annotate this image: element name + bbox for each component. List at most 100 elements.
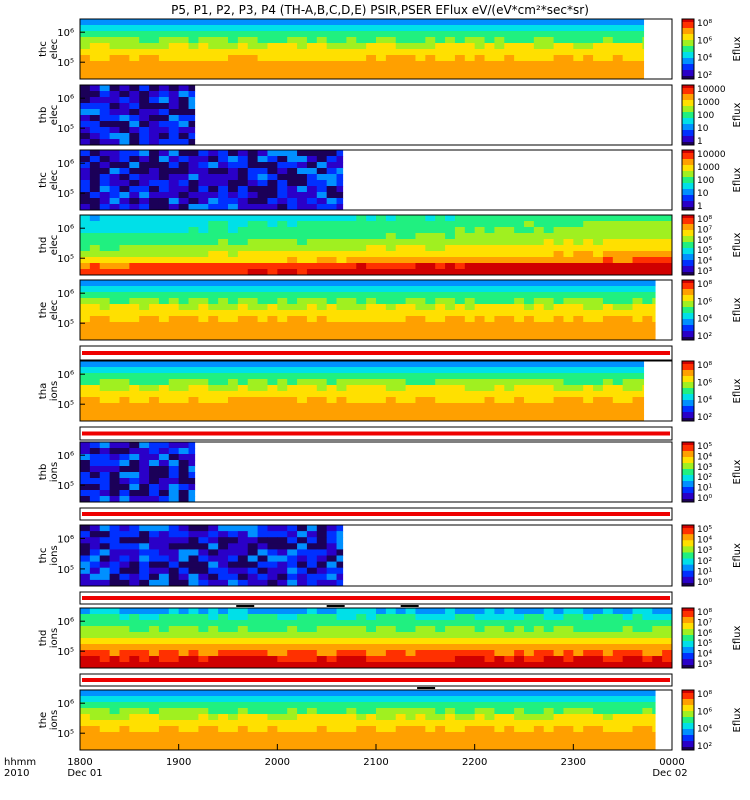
panel-ylabel: thdions [38, 628, 60, 648]
colorbar-cell [682, 127, 694, 131]
spectrogram-cell [326, 310, 338, 317]
spectrogram-cell [119, 109, 130, 116]
spectrogram-cell [158, 328, 170, 335]
spectrogram-cell [119, 186, 130, 193]
spectrogram-cell [612, 644, 624, 651]
spectrogram-cell [99, 367, 111, 374]
spectrogram-cell [316, 650, 328, 657]
colorbar-cell [682, 251, 694, 255]
spectrogram-cell [642, 251, 653, 258]
colorbar-cell [682, 283, 694, 287]
spectrogram-cell [612, 620, 624, 627]
spectrogram-cell [504, 367, 515, 374]
spectrogram-cell [376, 397, 387, 404]
spectrogram-cell [158, 67, 170, 74]
spectrogram-cell [168, 43, 180, 50]
spectrogram-cell [208, 608, 219, 615]
spectrogram-cell [376, 280, 387, 287]
spectrogram-cell [109, 97, 120, 104]
probe-name: thd [38, 630, 49, 647]
spectrogram-cell [228, 397, 239, 404]
spectrogram-cell [208, 732, 219, 739]
spectrogram-cell [277, 61, 288, 68]
xtick-label: 2000 [265, 757, 290, 768]
spectrogram-cell [474, 221, 486, 228]
spectrogram-cell [80, 650, 91, 657]
spectrogram-cell [99, 644, 111, 651]
spectrogram-cell [198, 409, 209, 416]
spectrogram-cell [376, 31, 387, 38]
spectrogram-cell [316, 204, 328, 211]
spectrogram-cell [158, 525, 170, 532]
spectrogram-cell [346, 644, 357, 651]
spectrogram-cell [435, 626, 446, 633]
spectrogram-cell [524, 714, 535, 721]
spectrogram-cell [228, 614, 239, 621]
spectrogram-cell [277, 298, 288, 305]
spectrogram-cell [297, 251, 308, 258]
spectrogram-cell [89, 696, 101, 703]
spectrogram-cell [99, 174, 111, 181]
spectrogram-cell [593, 614, 604, 621]
spectrogram-cell [198, 614, 209, 621]
spectrogram-cell [149, 162, 160, 169]
spectrogram-cell [267, 531, 278, 538]
spectrogram-cell [425, 316, 436, 323]
colorbar-cell [682, 549, 694, 553]
spectrogram-cell [543, 61, 555, 68]
spectrogram-cell [573, 409, 584, 416]
spectrogram-cell [257, 662, 268, 669]
spectrogram-cell [80, 454, 91, 461]
spectrogram-cell [553, 55, 564, 62]
spectrogram-cell [454, 696, 466, 703]
spectrogram-cell [454, 233, 466, 240]
spectrogram-cell [504, 328, 515, 335]
spectrogram-cell [287, 385, 298, 392]
spectrogram-cell [435, 373, 446, 380]
spectrogram-cell [484, 43, 495, 50]
spectrogram-cell [543, 726, 555, 733]
spectrogram-cell [198, 245, 209, 252]
colorbar-cell [682, 567, 694, 572]
spectrogram-cell [415, 286, 426, 293]
spectrogram-cell [188, 714, 199, 721]
spectrogram-cell [336, 25, 347, 32]
spectrogram-cell [129, 561, 140, 569]
colorbar-cell [682, 73, 694, 77]
spectrogram-cell [563, 656, 574, 663]
spectrogram-cell [445, 310, 456, 317]
spectrogram-cell [129, 632, 140, 639]
spectrogram-cell [306, 316, 318, 323]
spectrogram-cell [208, 31, 219, 38]
spectrogram-cell [129, 367, 140, 374]
spectrogram-cell [563, 61, 574, 68]
spectrogram-cell [612, 286, 624, 293]
spectrogram-cell [267, 367, 278, 374]
spectrogram-cell [602, 304, 614, 311]
spectrogram-cell [168, 644, 180, 651]
spectrogram-cell [524, 690, 535, 697]
spectrogram-cell [198, 269, 209, 276]
spectrogram-cell [632, 61, 643, 68]
spectrogram-cell [247, 403, 259, 410]
spectrogram-cell [553, 726, 564, 733]
spectrogram-cell [129, 139, 140, 146]
spectrogram-cell [99, 245, 111, 252]
spectrogram-cell [267, 280, 278, 287]
spectrogram-cell [188, 738, 199, 745]
spectrogram-cell [109, 403, 120, 410]
spectrogram-cell [287, 656, 298, 663]
spectrogram-cell [247, 334, 259, 341]
spectrogram-cell [158, 385, 170, 392]
spectrogram-cell [208, 174, 219, 181]
species-name: ions [49, 710, 60, 730]
spectrogram-cell [267, 192, 278, 199]
spectrogram-cell [583, 221, 594, 228]
spectrogram-cell [316, 221, 328, 228]
spectrogram-cell [593, 269, 604, 276]
colorbar-cell [682, 298, 694, 302]
spectrogram-cell [316, 573, 328, 581]
spectrogram-cell [99, 49, 111, 56]
colorbar-cell [682, 747, 694, 751]
spectrogram-cell [80, 385, 91, 392]
